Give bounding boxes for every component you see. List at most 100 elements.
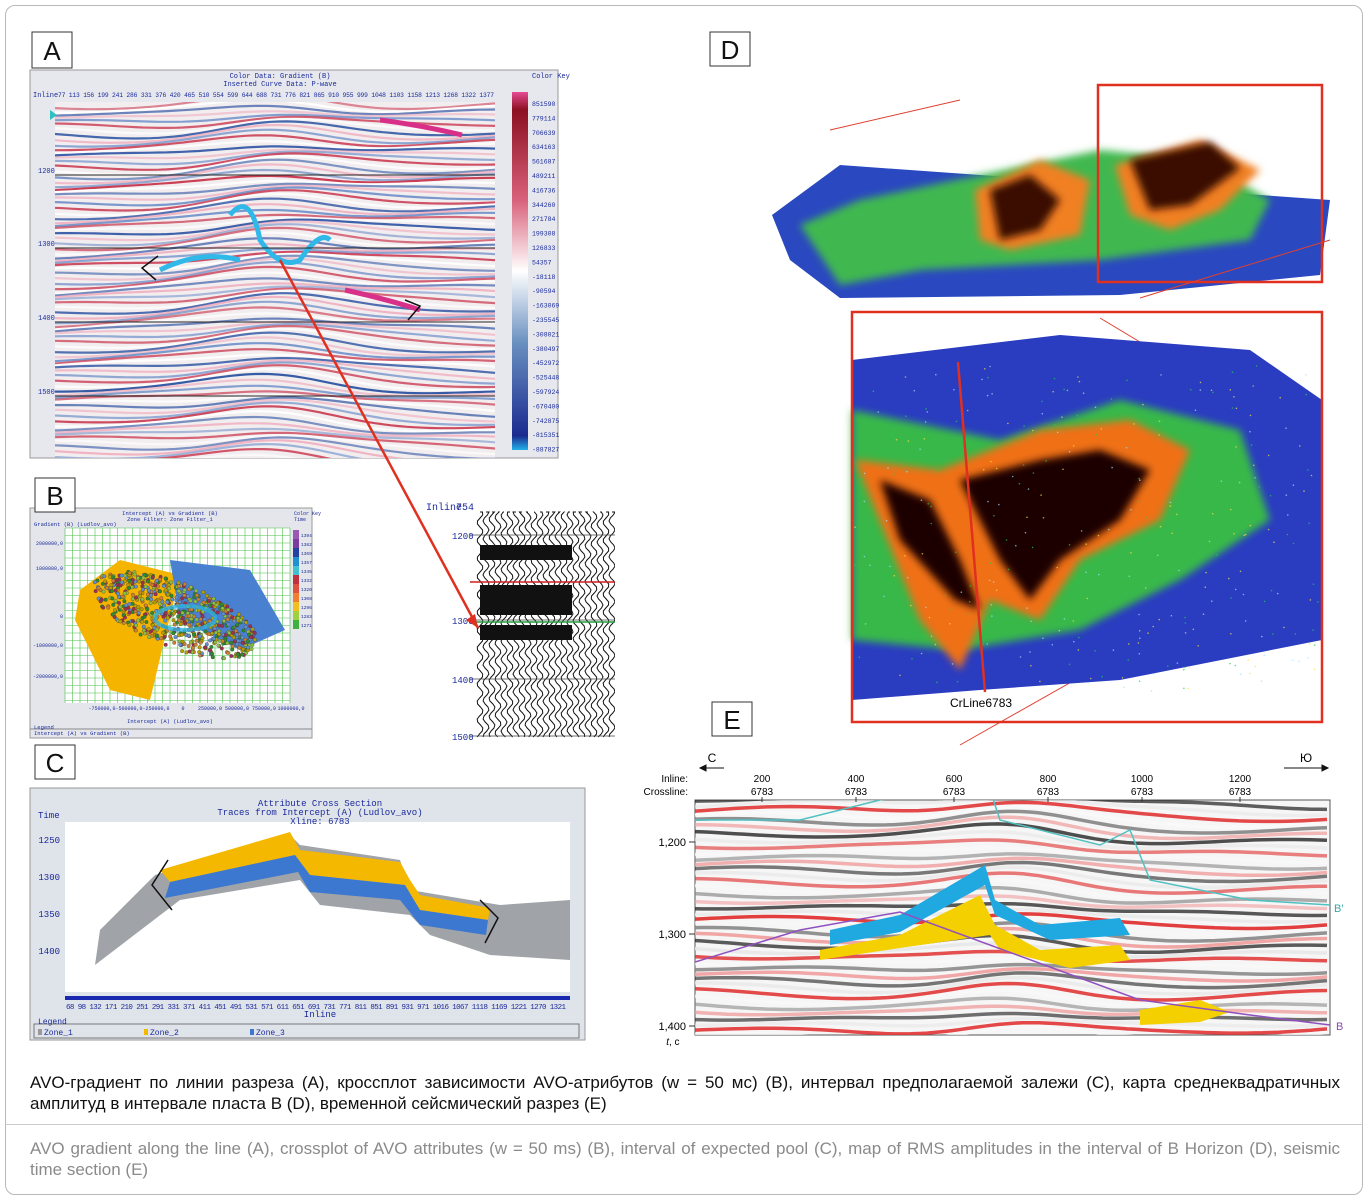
speckle [1283, 626, 1285, 629]
y-tick-label: 1400 [452, 676, 474, 686]
point [204, 642, 209, 647]
point [194, 638, 199, 643]
reflector [55, 231, 495, 256]
label-box [34, 477, 76, 513]
speckle [1094, 406, 1097, 409]
speckle [1192, 628, 1195, 631]
horizon-label: B′ [1334, 903, 1343, 915]
speckle [960, 591, 963, 593]
point [198, 640, 203, 645]
point [182, 593, 187, 598]
speckle [1145, 516, 1147, 519]
speckle [1077, 376, 1079, 378]
point [136, 576, 140, 581]
reflector [55, 117, 495, 135]
point [130, 597, 135, 602]
speckle [1234, 588, 1237, 591]
speckle [1127, 659, 1129, 661]
point [243, 624, 248, 629]
point [216, 623, 221, 628]
label-box [34, 744, 76, 780]
speckle [904, 376, 907, 378]
point [182, 582, 187, 587]
point [163, 618, 168, 623]
reflector [55, 242, 495, 263]
speckle [967, 613, 969, 615]
trace [584, 511, 592, 738]
crossline-value: 6783 [943, 787, 966, 798]
label-box [711, 701, 753, 737]
point [249, 647, 254, 651]
point [180, 596, 185, 601]
point [177, 618, 182, 623]
speckle [1078, 636, 1080, 639]
speckle [990, 460, 992, 463]
speckle [1068, 450, 1071, 453]
speckle [1202, 613, 1205, 615]
reflector [55, 322, 495, 342]
color-key-bar [512, 92, 528, 450]
point [123, 573, 127, 578]
reflector [55, 393, 495, 412]
speckle [953, 388, 955, 391]
point [188, 640, 193, 645]
point [182, 620, 187, 625]
y-label: Gradient (B) (Ludlov_avo) [34, 521, 117, 528]
speckle [1063, 618, 1066, 620]
speckle [1208, 540, 1211, 543]
speckle [1286, 533, 1289, 536]
point [217, 632, 221, 637]
speckle [1156, 554, 1159, 557]
reflector [55, 431, 495, 450]
point [127, 579, 132, 583]
point [96, 586, 101, 591]
speckle [905, 415, 907, 418]
y-tick-label: 1400 [38, 947, 60, 957]
speckle [1094, 650, 1096, 652]
speckle [1303, 490, 1305, 492]
reflector [695, 885, 1328, 905]
point [229, 654, 234, 658]
speckle [1187, 687, 1189, 690]
speckle [1250, 444, 1253, 446]
point [136, 605, 141, 610]
point [186, 633, 191, 638]
speckle [1011, 475, 1014, 478]
point [106, 605, 111, 610]
point [171, 618, 176, 623]
legend-swatch [144, 1029, 148, 1035]
speckle [891, 434, 894, 437]
speckle [1204, 586, 1207, 588]
horizon-yellow [1140, 1000, 1230, 1025]
reflector [55, 384, 495, 401]
section-line [956, 361, 987, 693]
speckle [1310, 474, 1313, 477]
speckle [1167, 665, 1169, 667]
color-key-value: 1271 [301, 623, 312, 629]
color-key-value: 126833 [532, 245, 556, 252]
reflector [695, 846, 1327, 865]
legend-title: Legend [34, 724, 54, 731]
speckle [1238, 481, 1241, 484]
inline-label: Inline: [661, 774, 688, 785]
speckle [1231, 371, 1234, 374]
point [161, 630, 166, 635]
speckle [1210, 389, 1213, 392]
color-key-swatch [293, 620, 299, 629]
speckle [928, 616, 931, 619]
point [240, 652, 245, 657]
point [178, 642, 183, 647]
point [250, 627, 255, 632]
speckle [1212, 391, 1214, 394]
speckle [861, 478, 863, 481]
speckle [1087, 681, 1089, 684]
separator [5, 1124, 1363, 1125]
reflector [695, 815, 1327, 841]
speckle [1098, 573, 1100, 576]
speckle [1130, 552, 1132, 554]
color-key-value: 1283 [301, 614, 312, 620]
reflector [55, 398, 495, 423]
reflector [55, 260, 495, 286]
speckle [1273, 541, 1275, 543]
horizon-yellow [820, 895, 1130, 968]
